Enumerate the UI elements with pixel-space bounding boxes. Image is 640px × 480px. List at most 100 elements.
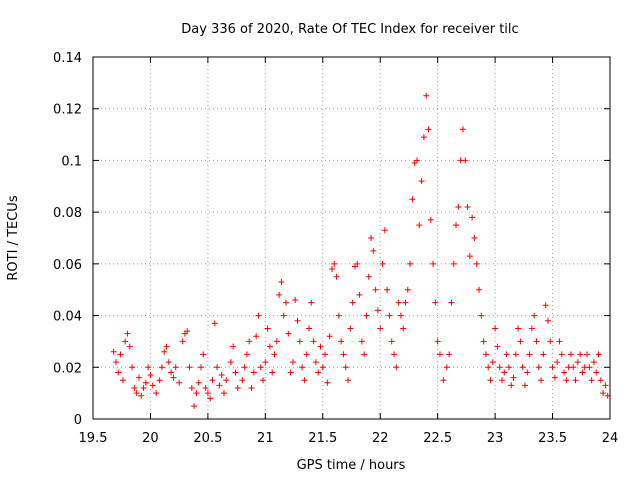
data-point [356,291,363,298]
data-point [294,317,301,324]
data-point [243,351,250,358]
data-point [478,312,485,319]
data-point [227,359,234,366]
data-point [393,364,400,371]
data-point [124,330,131,337]
data-point [347,325,354,332]
data-point [556,338,563,345]
data-point [202,384,209,391]
data-point [469,214,476,221]
data-point [179,338,186,345]
data-point [338,338,345,345]
data-point [407,260,414,267]
data-point [149,382,156,389]
data-point [528,325,535,332]
data-point [296,338,303,345]
data-point [312,359,319,366]
data-point [303,351,310,358]
data-point [471,235,478,241]
data-point [370,247,377,254]
data-point [193,390,200,397]
data-point [489,359,496,366]
data-point [301,377,308,384]
data-point [292,297,299,304]
data-point [138,392,145,399]
data-point [526,351,533,358]
data-point [425,126,432,133]
data-point [324,379,331,386]
data-point [269,369,276,376]
data-point [588,377,595,384]
data-point [572,377,579,384]
data-point [510,374,517,381]
data-point [440,377,447,384]
data-point [260,377,267,384]
data-point [234,384,241,391]
y-tick-label: 0.08 [53,206,82,221]
data-point [322,351,329,358]
data-point [253,333,260,340]
data-point [299,364,306,371]
data-point [494,343,501,350]
data-point [145,364,152,371]
data-point [381,227,388,234]
data-point [122,338,129,345]
data-point [388,338,395,345]
y-tick-label: 0.02 [53,361,82,376]
data-point [524,369,531,376]
data-point [602,382,609,389]
data-point [508,382,515,389]
data-point [230,343,237,350]
data-point [273,338,280,345]
data-point [117,351,124,358]
data-point [223,377,230,384]
data-point [335,312,342,319]
data-point [476,286,483,293]
data-point [310,338,317,345]
data-point [218,372,225,379]
data-point [480,338,487,345]
data-point [485,364,492,371]
data-point [554,359,561,366]
data-point [466,253,473,260]
data-point [432,299,439,306]
data-point [434,338,441,345]
data-point [540,351,547,358]
data-point [289,359,296,366]
data-point [326,333,333,340]
data-point [386,312,393,319]
data-point [499,377,506,384]
data-point [165,359,172,366]
data-point [505,364,512,371]
data-point [333,273,340,280]
data-point [600,390,607,397]
x-tick-label: 22 [372,431,389,446]
data-point [395,299,402,306]
data-point [595,351,602,358]
x-tick-label: 21.5 [308,431,337,446]
data-point [574,359,581,366]
data-point [549,364,556,371]
data-point [496,364,503,371]
data-point [140,384,147,391]
data-point [450,260,457,267]
data-point [278,278,285,285]
data-point [517,338,524,345]
data-point [459,126,466,133]
data-point [363,312,370,319]
data-point [168,369,175,376]
data-point [195,379,202,386]
data-point [416,222,423,229]
data-point [211,320,218,327]
data-point [453,222,460,229]
data-point [209,377,216,384]
data-point [436,351,443,358]
data-point [521,382,528,389]
data-point [317,343,324,350]
data-point [482,351,489,358]
data-point [409,196,416,203]
data-point [305,325,312,332]
data-point [345,377,352,384]
data-point [184,328,191,335]
data-point [214,364,221,371]
